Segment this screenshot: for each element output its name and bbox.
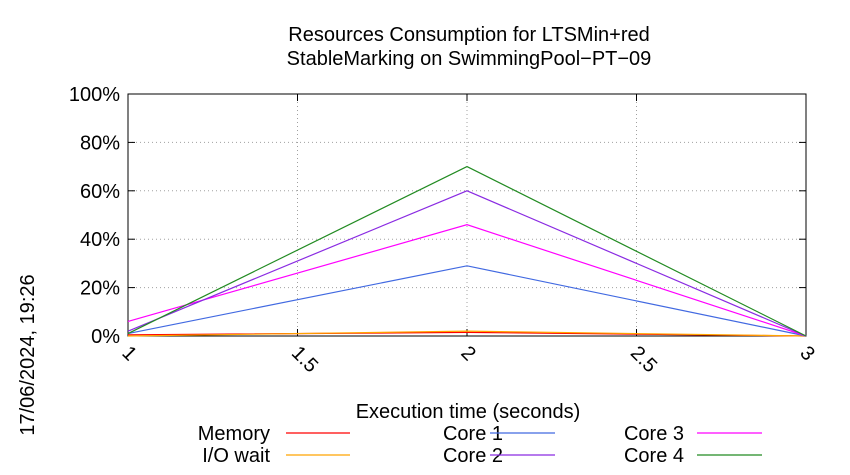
y-tick-label: 40% <box>80 229 120 251</box>
x-tick-label: 3 <box>795 342 818 365</box>
chart-title-line-1: Resources Consumption for LTSMin+red <box>288 24 649 46</box>
y-axis: 0% 20% 40% 60% 80% 100% <box>69 84 806 348</box>
x-axis-label: Execution time (seconds) <box>356 401 581 423</box>
legend-label-i-o-wait: I/O wait <box>202 445 270 467</box>
chart-title-line-2: StableMarking on SwimmingPool−PT−09 <box>287 48 652 70</box>
series-line-core-3 <box>127 224 807 337</box>
x-tick-label: 1.5 <box>287 342 322 377</box>
series-line-core-2 <box>127 190 807 337</box>
series-line-core-1 <box>127 265 807 337</box>
y-tick-label: 80% <box>80 132 120 154</box>
x-tick-label: 2.5 <box>626 342 661 377</box>
y-tick-label: 20% <box>80 278 120 300</box>
legend-label-memory: Memory <box>198 423 270 445</box>
legend-label-core-3: Core 3 <box>624 423 684 445</box>
series-line-core-4 <box>127 165 807 337</box>
grid <box>127 93 807 337</box>
series-lines <box>127 165 807 337</box>
y-tick-label: 100% <box>69 84 120 106</box>
timestamp: 17/06/2024, 19:26 <box>17 274 39 435</box>
legend-label-core-1: Core 1 <box>443 423 503 445</box>
legend-label-core-2: Core 2 <box>443 445 503 467</box>
series-line-i-o-wait <box>127 330 807 337</box>
legend-label-core-4: Core 4 <box>624 445 684 467</box>
x-tick-label: 1 <box>117 342 140 365</box>
y-tick-label: 60% <box>80 181 120 203</box>
y-tick-label: 0% <box>91 326 120 348</box>
x-tick-label: 2 <box>456 342 479 365</box>
